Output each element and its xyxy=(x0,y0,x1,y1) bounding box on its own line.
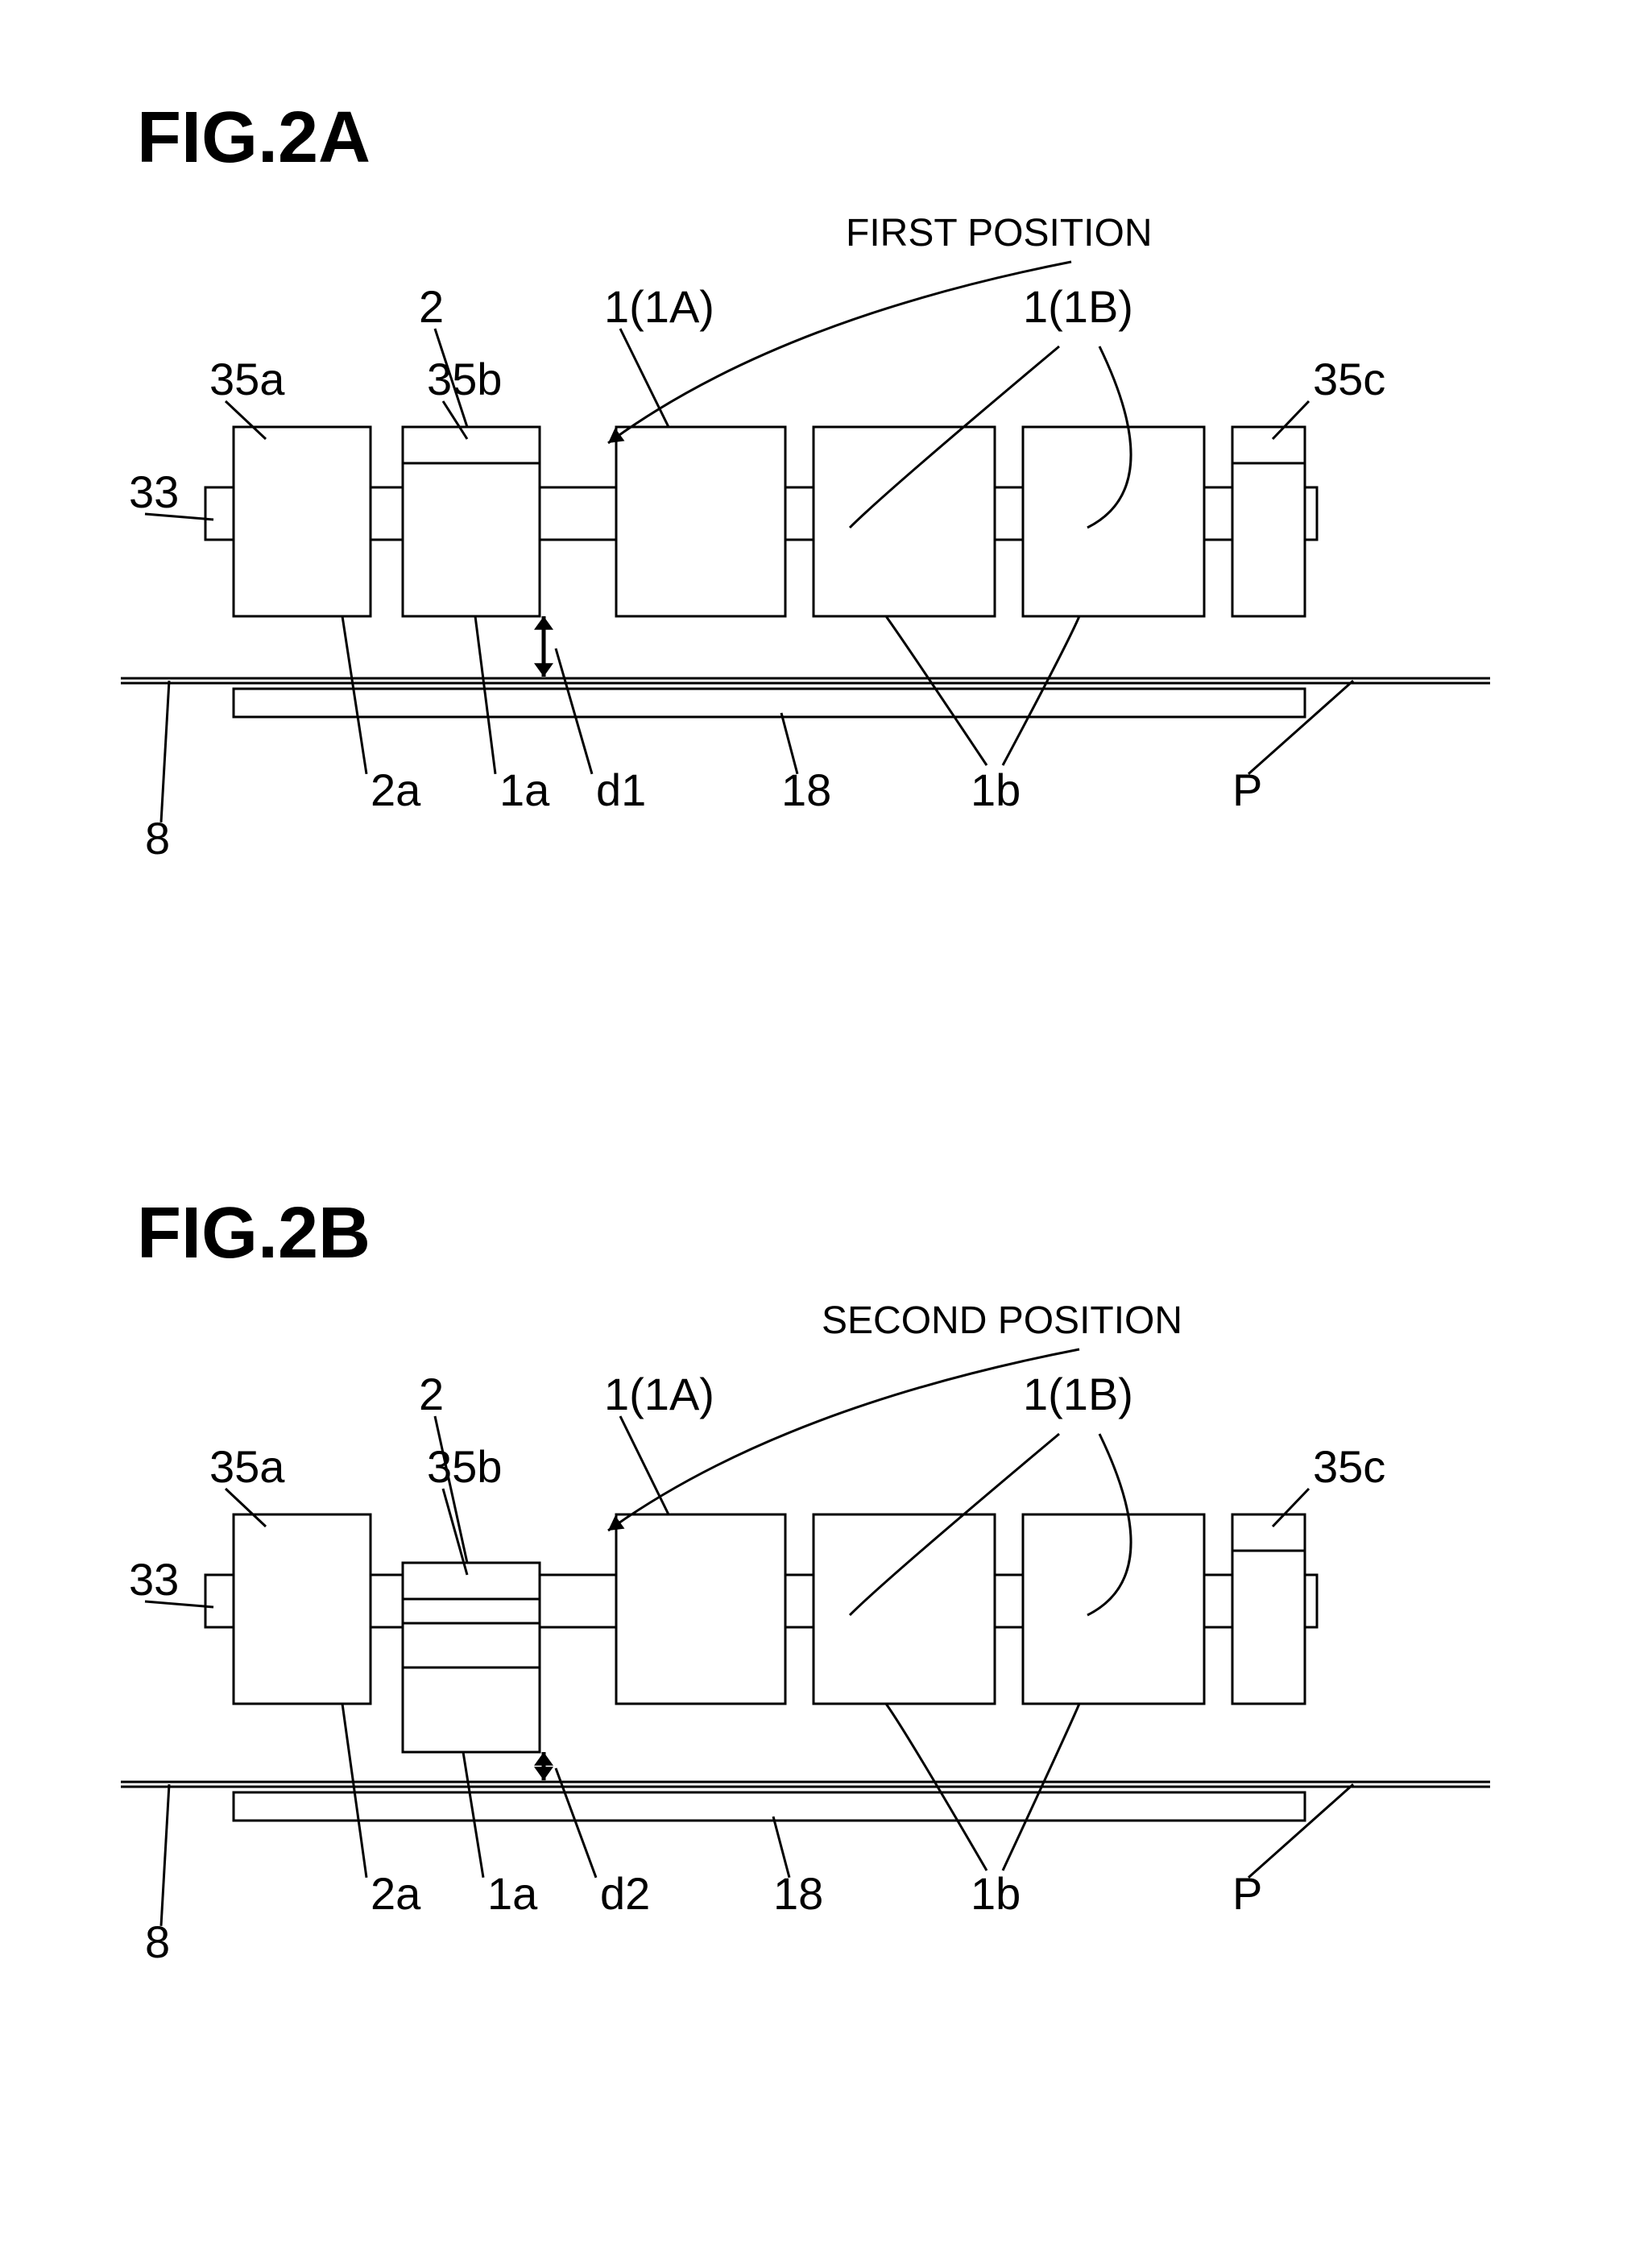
ref-label-p: P xyxy=(1232,1868,1262,1919)
fig-title-2b: FIG.2B xyxy=(137,1192,371,1275)
ref-label-p: P xyxy=(1232,764,1262,815)
ref-label-35a: 35a xyxy=(209,354,285,404)
ref-label-2a: 2a xyxy=(371,1868,421,1919)
ref-label-1a: 1a xyxy=(499,764,550,815)
ref-label-11a: 1(1A) xyxy=(604,1369,714,1419)
ref-label-35c: 35c xyxy=(1313,354,1385,404)
ref-label-18: 18 xyxy=(781,764,831,815)
ref-label-33: 33 xyxy=(129,1554,179,1605)
ref-label-35c: 35c xyxy=(1313,1441,1385,1492)
position-label: SECOND POSITION xyxy=(822,1299,1182,1342)
ref-label-2a: 2a xyxy=(371,764,421,815)
fig2a-svg: FIRST POSITION 2 1(1A) 1(1B) 35a 35b 35c 33 2a 1a… xyxy=(121,209,1571,934)
ref-label-d2: d2 xyxy=(600,1868,650,1919)
ref-label-2: 2 xyxy=(419,1369,444,1419)
ref-label-33: 33 xyxy=(129,466,179,517)
fig-title-2a: FIG.2A xyxy=(137,97,371,180)
ref-label-1b: 1b xyxy=(971,764,1021,815)
ref-label-11b: 1(1B) xyxy=(1023,1369,1133,1419)
ref-label-1a: 1a xyxy=(487,1868,538,1919)
ref-label-35a: 35a xyxy=(209,1441,285,1492)
position-label: FIRST POSITION xyxy=(846,212,1152,255)
ref-label-d1: d1 xyxy=(596,764,646,815)
ref-label-35b: 35b xyxy=(427,1441,502,1492)
ref-label-11b: 1(1B) xyxy=(1023,281,1133,332)
ref-label-8: 8 xyxy=(145,1916,170,1967)
ref-label-18: 18 xyxy=(773,1868,823,1919)
ref-label-8: 8 xyxy=(145,813,170,864)
ref-label-35b: 35b xyxy=(427,354,502,404)
fig2b-svg: SECOND POSITION 2 1(1A) 1(1B) 35a 35b 35c 33 2a 1… xyxy=(121,1297,1571,2022)
ref-label-11a: 1(1A) xyxy=(604,281,714,332)
ref-label-1b: 1b xyxy=(971,1868,1021,1919)
ref-label-2: 2 xyxy=(419,281,444,332)
